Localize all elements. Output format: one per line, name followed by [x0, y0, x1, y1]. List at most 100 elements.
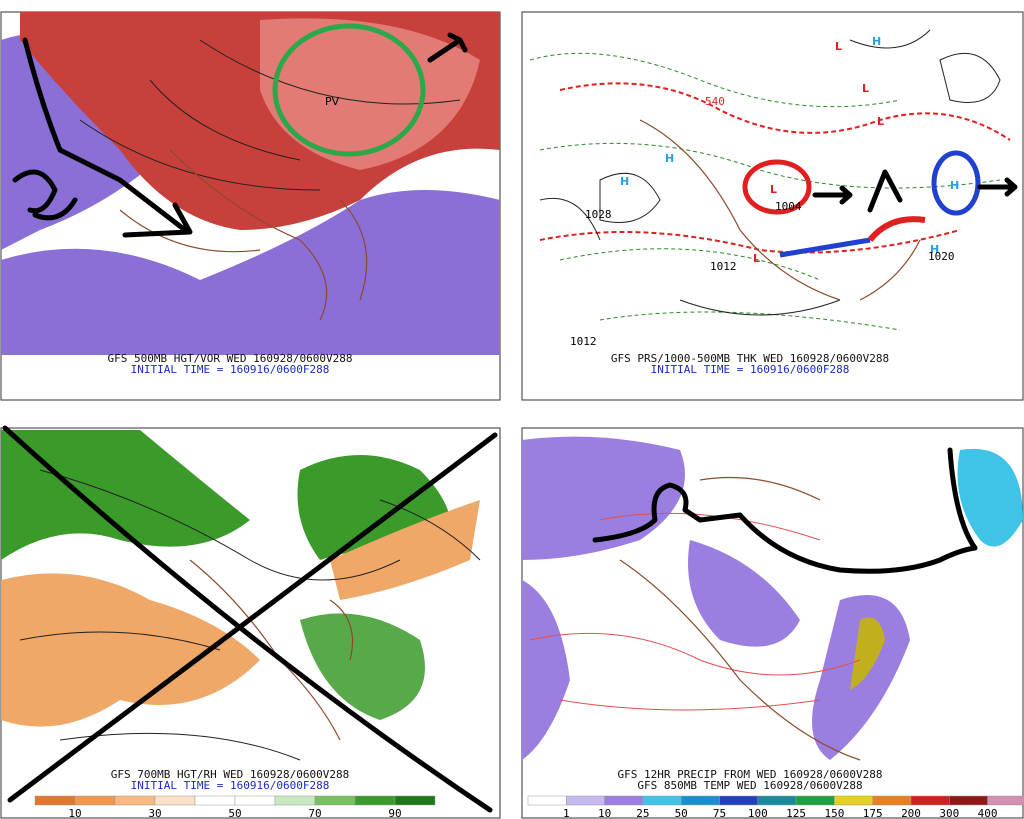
colorbar-swatch: [872, 795, 912, 806]
colorbar-label: 400: [978, 807, 998, 819]
colorbar-swatch: [74, 795, 116, 806]
isobar: [539, 29, 1001, 316]
colorbar-label: 10: [598, 807, 611, 819]
colorbar-label: 150: [824, 807, 844, 819]
colorbar-label: 100: [748, 807, 768, 819]
colorbar-label: 50: [228, 807, 241, 819]
dry-area: [330, 500, 480, 600]
precip-area: [957, 448, 1023, 547]
colorbar-swatch: [34, 795, 76, 806]
caption: GFS 500MB HGT/VOR WED 160928/0600V288: [107, 352, 352, 365]
colorbar-label: 200: [901, 807, 921, 819]
caption: GFS 700MB HGT/RH WED 160928/0600V288: [111, 768, 349, 781]
colorbar-swatch: [642, 795, 682, 806]
isobar-label: 1004: [775, 200, 802, 213]
colorbar-label: 50: [675, 807, 688, 819]
low-label: L: [835, 40, 842, 53]
colorbar-swatch: [795, 795, 835, 806]
isobar-label: 1028: [585, 208, 612, 221]
colorbar-swatch: [680, 795, 720, 806]
caption: GFS 12HR PRECIP FROM WED 160928/0600V288: [618, 768, 883, 781]
thickness-label: 540: [705, 95, 725, 108]
height-contour: [79, 39, 461, 191]
low-circle: [742, 159, 812, 215]
colorbar-swatch: [604, 795, 644, 806]
caption: INITIAL TIME = 160916/0600F288: [651, 363, 850, 376]
colorbar-swatch: [394, 795, 436, 806]
colorbar-swatch: [949, 795, 988, 806]
colorbar-label: 75: [713, 807, 726, 819]
pv-annotation: PV: [325, 95, 340, 108]
precip-area: [688, 540, 800, 647]
coastline: [619, 476, 861, 761]
high-circle: [931, 150, 981, 216]
colorbar-swatch: [719, 795, 759, 806]
colorbar-swatch: [566, 795, 605, 806]
colorbar: 1 10 25 50 75 100 125 150 175 200 300 400: [527, 795, 1024, 819]
colorbar-swatch: [987, 795, 1024, 806]
low-label: L: [877, 115, 884, 128]
high-label: H: [665, 152, 674, 165]
low-label: L: [862, 82, 869, 95]
caption: INITIAL TIME = 160916/0600F288: [131, 779, 330, 792]
colorbar-label: 300: [939, 807, 959, 819]
high-label: H: [872, 35, 881, 48]
precip-heavy: [850, 617, 885, 690]
colorbar-swatch: [274, 795, 316, 806]
panel-vorticity: PV GFS 500MB HGT/VOR WED 160928/0600V288…: [0, 11, 501, 401]
low-label: L: [753, 252, 760, 265]
vorticity-area: [1, 190, 500, 355]
drawn-arrow: [812, 169, 1018, 213]
colorbar-label: 1: [563, 807, 570, 819]
colorbar: 10 30 50 70 90: [34, 795, 436, 819]
colorbar-swatch: [834, 795, 873, 806]
drawn-x: [2, 425, 498, 813]
thickness-540: [539, 82, 1011, 254]
colorbar-swatch: [527, 795, 567, 806]
drawn-arrow: [12, 32, 468, 238]
pv-circle: [272, 23, 426, 157]
drawn-line: [592, 447, 978, 574]
pressure-centers: H H L L L L H H H L: [620, 35, 959, 265]
dry-area: [1, 573, 260, 727]
coastline: [639, 119, 921, 301]
panel-frame: [521, 11, 1024, 401]
caption: GFS 850MB TEMP WED 160928/0600V288: [637, 779, 862, 792]
cold-front: [779, 237, 871, 258]
vorticity-area: [1, 33, 180, 251]
colorbar-swatch: [910, 795, 950, 806]
warm-front: [867, 216, 926, 242]
colorbar-swatch: [154, 795, 196, 806]
isobar-label: 1020: [928, 250, 955, 263]
panel-pressure: H H L L L L H H H L 1028 1012 1020 1012 …: [521, 11, 1024, 401]
colorbar-label: 70: [308, 807, 321, 819]
height-contour: [19, 469, 481, 761]
colorbar-swatch: [194, 795, 236, 806]
humidity-area: [300, 613, 425, 720]
colorbar-label: 90: [388, 807, 401, 819]
vorticity-area: [260, 18, 480, 171]
panel-precip: GFS 12HR PRECIP FROM WED 160928/0600V288…: [521, 427, 1024, 819]
colorbar-swatch: [314, 795, 356, 806]
coastline: [119, 149, 368, 321]
high-label: H: [930, 243, 939, 256]
low-label: L: [770, 183, 777, 196]
precip-area: [522, 580, 570, 760]
colorbar-swatch: [234, 795, 276, 806]
caption: INITIAL TIME = 160916/0600F288: [131, 363, 330, 376]
colorbar-swatch: [114, 795, 156, 806]
colorbar-label: 125: [786, 807, 806, 819]
high-label: H: [950, 179, 959, 192]
panel-humidity: GFS 700MB HGT/RH WED 160928/0600V288 INI…: [0, 425, 501, 819]
colorbar-label: 25: [636, 807, 649, 819]
colorbar-swatch: [757, 795, 797, 806]
humidity-area: [1, 430, 250, 560]
isobar-label: 1012: [710, 260, 737, 273]
colorbar-swatch: [354, 795, 396, 806]
colorbar-label: 10: [68, 807, 81, 819]
colorbar-label: 175: [863, 807, 883, 819]
high-label: H: [620, 175, 629, 188]
caption: GFS PRS/1000-500MB THK WED 160928/0600V2…: [611, 352, 889, 365]
isobar-label: 1012: [570, 335, 597, 348]
